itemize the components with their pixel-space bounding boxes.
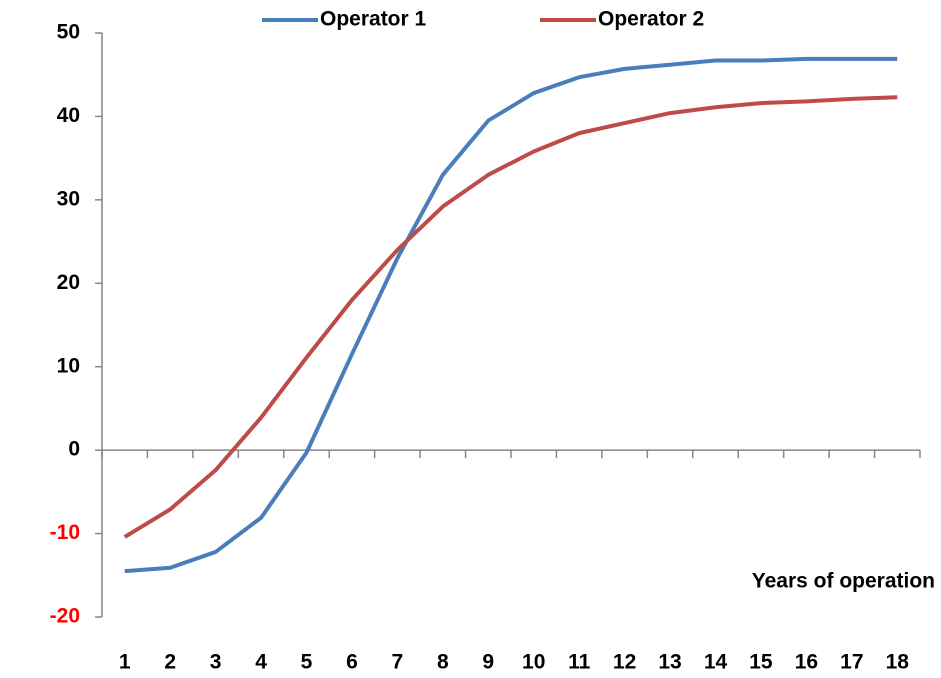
x-tick-label: 11	[568, 651, 591, 674]
x-tick-label: 3	[210, 651, 222, 674]
x-tick-label: 6	[346, 651, 358, 674]
y-tick-label: 10	[57, 354, 80, 377]
y-tick-label: -20	[50, 605, 80, 628]
series-line	[123, 95, 898, 539]
x-tick-label: 14	[704, 651, 728, 674]
x-tick-label: 12	[613, 651, 636, 674]
legend-label: Operator 2	[598, 8, 704, 31]
x-tick-label: 9	[482, 651, 494, 674]
series-line	[124, 56, 898, 574]
y-tick-label: 30	[57, 187, 80, 210]
y-tick-label: 0	[68, 438, 80, 461]
x-tick-label: 16	[795, 651, 818, 674]
legend-label: Operator 1	[320, 8, 427, 31]
x-tick-label: 7	[392, 651, 404, 674]
x-tick-label: 13	[658, 651, 681, 674]
x-axis-label: Years of operation	[752, 570, 935, 593]
y-tick-label: 40	[57, 104, 80, 127]
y-tick-label: -10	[50, 521, 80, 544]
x-tick-label: 5	[301, 651, 313, 674]
x-tick-label: 18	[886, 651, 910, 674]
x-tick-label: 2	[164, 651, 176, 674]
x-tick-label: 17	[840, 651, 863, 674]
x-tick-label: 1	[119, 651, 131, 674]
x-tick-label: 15	[749, 651, 773, 674]
y-tick-label: 20	[57, 271, 80, 294]
x-tick-label: 4	[255, 651, 267, 674]
x-tick-label: 10	[522, 651, 545, 674]
y-tick-label: 50	[57, 21, 80, 44]
x-tick-label: 8	[437, 651, 449, 674]
